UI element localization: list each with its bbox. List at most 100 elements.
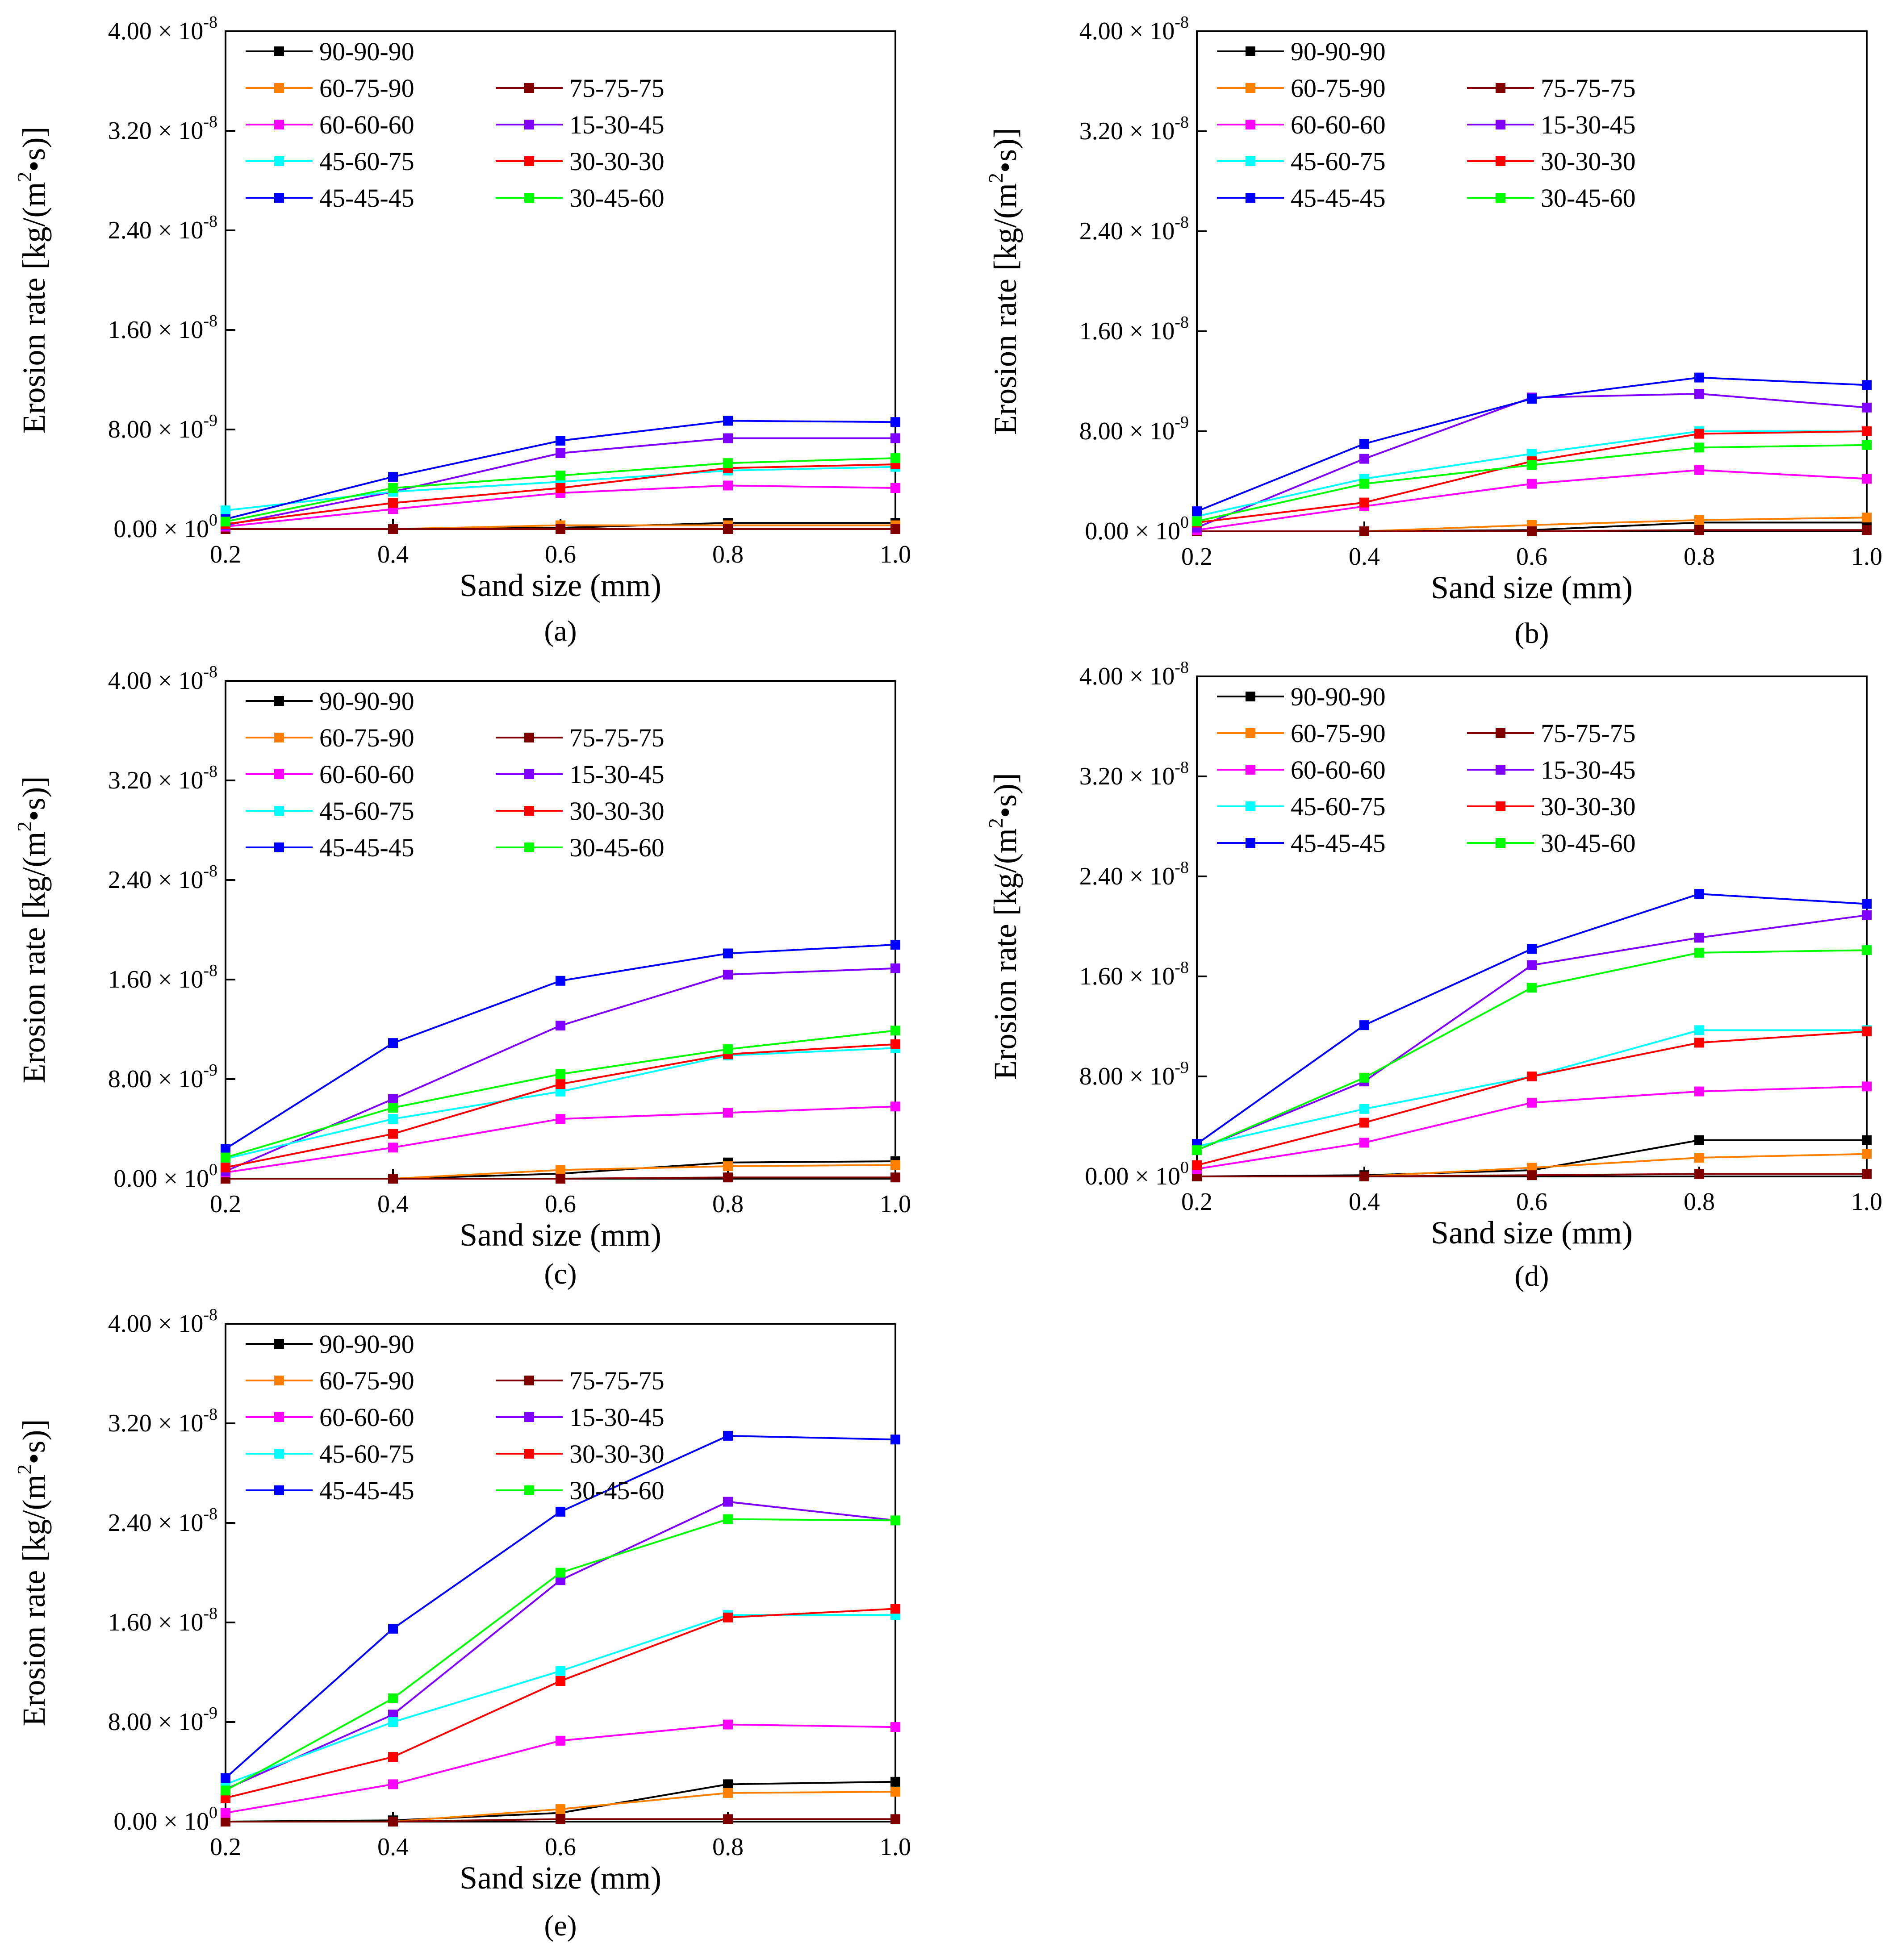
data-point [1359,1104,1369,1114]
y-tick-label: 1.60 × 10-8 [108,1604,217,1636]
data-point [1862,426,1872,436]
data-point [388,1038,398,1048]
data-point [723,1497,733,1507]
legend-label: 60-75-90 [1291,74,1386,103]
legend-label: 75-75-75 [1541,74,1636,103]
data-point [890,963,900,973]
data-point [1694,429,1704,439]
data-point [388,1752,398,1762]
data-point [723,458,733,468]
data-point [890,1604,900,1614]
x-tick-label: 0.2 [210,1833,241,1861]
y-axis-title: Erosion rate [kg/(m2•s)] [984,773,1023,1080]
legend-swatch-marker [274,842,284,852]
data-point [1359,1172,1369,1181]
x-tick-label: 0.6 [1516,1188,1547,1216]
legend-label: 75-75-75 [569,723,665,752]
legend-swatch-marker [274,120,284,129]
legend-swatch-marker [1496,83,1505,93]
data-point [1862,945,1872,955]
data-point [1359,1138,1369,1148]
data-point [1694,372,1704,383]
data-point [1527,526,1537,536]
y-tick-label: 2.40 × 10-8 [108,1505,217,1537]
legend-swatch-marker [524,120,534,129]
data-point [1359,526,1369,536]
legend-label: 60-75-90 [319,74,414,103]
y-tick-label: 4.00 × 10-8 [1079,13,1189,45]
data-point [890,524,900,534]
data-point [723,1719,733,1730]
legend-label: 45-45-45 [1291,183,1386,213]
data-point [556,976,565,986]
x-tick-label: 1.0 [1851,1188,1882,1216]
panel-caption: (d) [1515,1260,1549,1293]
data-point [723,1814,733,1824]
series-line [225,1518,896,1792]
data-point [1694,947,1704,958]
data-point [1862,1026,1872,1037]
legend-label: 45-60-75 [319,147,414,176]
y-tick-exponent: -8 [1175,958,1189,977]
x-tick-label: 0.2 [210,541,241,568]
data-point [556,1666,565,1676]
legend-swatch-marker [274,696,284,706]
legend-label: 60-60-60 [1291,755,1386,784]
data-point [1862,1169,1872,1179]
legend-swatch-marker [274,733,284,742]
data-point [1862,380,1872,390]
x-axis-title: Sand size (mm) [460,1860,661,1896]
series-line [1196,949,1867,1151]
y-axis-title-main: Erosion rate [kg/(m [987,828,1023,1080]
x-tick-label: 0.4 [1349,543,1380,571]
data-point [890,1515,900,1526]
y-tick-exponent: -8 [1175,313,1189,332]
legend-label: 75-75-75 [1541,719,1636,748]
legend-label: 30-45-60 [1541,829,1636,858]
data-point [723,1514,733,1524]
data-point [723,480,733,491]
legend-label: 30-45-60 [569,1476,665,1505]
legend-label: 30-45-60 [569,833,665,862]
data-point [723,1161,733,1172]
data-point [556,448,565,458]
y-tick-mantissa: 1.60 × 10 [108,316,204,344]
panel-caption: (c) [544,1258,577,1290]
data-point [556,1079,565,1089]
legend-swatch-marker [1246,46,1255,56]
legend-swatch-marker [274,46,284,56]
legend-label: 60-60-60 [319,1403,414,1432]
x-tick-label: 0.4 [377,1833,409,1861]
data-point [388,1114,398,1124]
x-axis-title: Sand size (mm) [460,567,661,603]
y-tick-mantissa: 1.60 × 10 [1079,963,1175,990]
y-tick-mantissa: 2.40 × 10 [1079,863,1175,890]
legend-label: 60-60-60 [1291,110,1386,139]
series-line [1196,430,1867,524]
data-point [723,433,733,443]
y-tick-mantissa: 2.40 × 10 [108,217,204,244]
legend-label: 15-30-45 [1541,110,1636,139]
data-point [1862,899,1872,909]
data-point [1192,516,1202,526]
data-point [556,1568,565,1578]
x-tick-label: 0.8 [712,1833,744,1861]
data-point [723,948,733,959]
y-tick-exponent: -9 [203,1704,217,1722]
data-point [221,1817,230,1827]
y-axis-title-main: Erosion rate [kg/(m [987,183,1023,435]
data-point [1527,1170,1537,1180]
x-tick-label: 0.2 [210,1190,241,1218]
x-tick-label: 0.6 [545,541,576,568]
data-point [723,1172,733,1183]
y-tick-exponent: 0 [1180,1158,1189,1177]
legend-label: 60-60-60 [319,760,414,789]
y-axis-title-end: •s)] [16,126,52,171]
legend-label: 90-90-90 [319,1330,414,1359]
data-point [1862,1135,1872,1145]
data-point [1527,460,1537,470]
legend-label: 45-45-45 [1291,829,1386,858]
data-point [556,1575,565,1585]
